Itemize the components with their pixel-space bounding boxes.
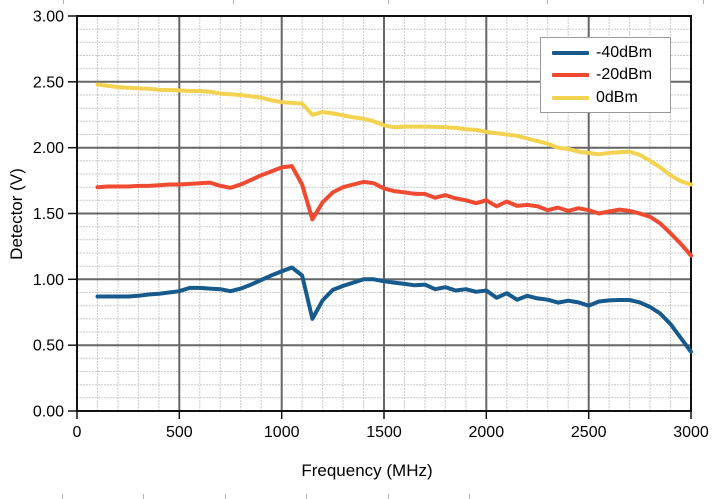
y-tick-label: 1.50: [33, 206, 64, 223]
legend-item-0dbm: 0dBm: [552, 88, 670, 106]
series-line--20dBm: [95, 164, 693, 258]
legend-item-minus40dbm: -40dBm: [552, 43, 670, 61]
legend-label-minus20dbm: -20dBm: [596, 66, 653, 83]
x-tick-label: 3000: [673, 424, 709, 441]
page-edge-mark: [143, 494, 144, 499]
page-edge-mark: [469, 494, 470, 499]
page-edge-mark: [62, 494, 63, 499]
y-tick-label: 1.00: [33, 272, 64, 289]
y-tick-label: 0.00: [33, 404, 64, 421]
page-edge-mark: [547, 0, 548, 4]
page-edge-mark: [225, 494, 226, 499]
series-line-0dBm: [95, 82, 693, 187]
y-tick-label: 0.50: [33, 338, 64, 355]
x-tick-label: 1500: [366, 424, 402, 441]
page-edge-mark: [388, 0, 389, 4]
legend-label-0dbm: 0dBm: [596, 88, 638, 106]
x-tick-label: 1000: [264, 424, 300, 441]
x-tick-label: 500: [166, 424, 193, 441]
y-tick-label: 3.00: [33, 9, 64, 26]
x-tick-label: 2000: [469, 424, 505, 441]
legend-label-minus40dbm: -40dBm: [596, 43, 653, 61]
x-tick-label: 0: [73, 424, 82, 441]
page-edge-mark: [233, 0, 234, 4]
page-edge-mark: [703, 0, 704, 4]
legend-swatch-minus40dbm: [552, 50, 589, 55]
page-edge-mark: [388, 494, 389, 499]
legend: -40dBm -20dBm 0dBm: [540, 37, 671, 113]
legend-item-minus20dbm: -20dBm: [552, 67, 670, 83]
y-tick-label: 2.50: [33, 74, 64, 91]
legend-swatch-minus20dbm: [552, 73, 589, 77]
page-edge-mark: [63, 0, 64, 4]
page-edge-mark: [306, 494, 307, 499]
series-line--40dBm: [95, 265, 693, 354]
x-axis-title: Frequency (MHz): [301, 461, 433, 480]
legend-swatch-0dbm: [552, 95, 589, 100]
y-tick-label: 2.00: [33, 140, 64, 157]
y-axis-title: Detector (V): [7, 168, 26, 260]
x-tick-label: 2500: [571, 424, 607, 441]
